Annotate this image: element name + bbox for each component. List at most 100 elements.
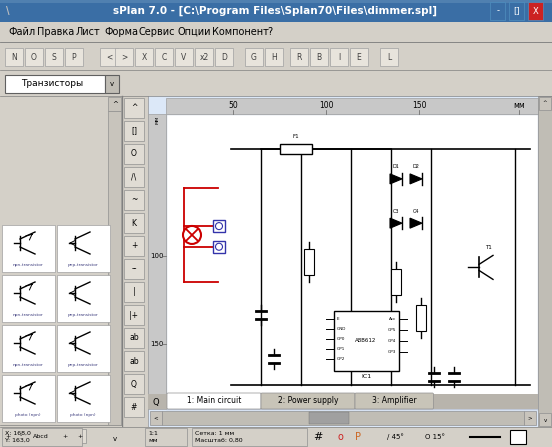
Text: Файл: Файл: [8, 27, 35, 37]
Bar: [124, 374, 144, 394]
Bar: [0, 0, 552, 3]
Bar: [124, 236, 144, 256]
Bar: [25, 48, 43, 66]
Text: 2: Power supply: 2: Power supply: [278, 396, 338, 405]
Bar: [309, 412, 349, 424]
Text: / 45°: / 45°: [386, 434, 404, 440]
Bar: [124, 167, 144, 187]
Text: v: v: [113, 436, 117, 442]
Bar: [539, 413, 551, 426]
Circle shape: [215, 243, 222, 250]
Polygon shape: [410, 218, 422, 228]
FancyBboxPatch shape: [355, 393, 433, 409]
Bar: [3, 429, 14, 443]
Bar: [0, 427, 552, 447]
Text: IC1: IC1: [361, 374, 371, 379]
Text: GP3: GP3: [388, 350, 396, 354]
Text: GP5: GP5: [388, 328, 396, 332]
Bar: [213, 241, 225, 253]
Text: E: E: [337, 316, 339, 320]
Bar: [524, 411, 536, 425]
Text: --: --: [131, 265, 137, 274]
Bar: [124, 282, 144, 302]
FancyBboxPatch shape: [261, 393, 355, 409]
Bar: [195, 48, 213, 66]
Text: pnp-transistor: pnp-transistor: [68, 363, 98, 367]
Bar: [124, 397, 144, 417]
Text: npn-transistor: npn-transistor: [13, 363, 43, 367]
Text: photo (npn): photo (npn): [70, 413, 95, 417]
Bar: [135, 48, 153, 66]
Text: Транзисторы: Транзисторы: [21, 80, 83, 89]
Circle shape: [183, 226, 201, 244]
Text: +: +: [6, 434, 10, 439]
Bar: [100, 48, 118, 66]
Text: npn-transistor: npn-transistor: [13, 263, 43, 267]
Bar: [310, 48, 328, 66]
Text: Опции: Опции: [178, 27, 211, 37]
Text: R: R: [296, 52, 302, 62]
Text: Форма: Форма: [105, 27, 139, 37]
Text: X: 168,0
Y: 163,0: X: 168,0 Y: 163,0: [5, 431, 31, 443]
Text: <: <: [106, 52, 112, 62]
Bar: [528, 2, 543, 20]
Bar: [175, 48, 193, 66]
Bar: [0, 96, 122, 447]
Bar: [105, 75, 119, 93]
Bar: [0, 70, 552, 96]
Text: P: P: [72, 52, 76, 62]
Bar: [124, 98, 144, 118]
Text: I: I: [338, 52, 340, 62]
Text: 1: Main circuit: 1: Main circuit: [187, 396, 241, 405]
Bar: [0, 22, 552, 42]
Text: 100: 100: [319, 101, 333, 110]
Bar: [280, 144, 312, 154]
Text: |+: |+: [130, 311, 139, 320]
Text: -: -: [496, 7, 500, 16]
Bar: [290, 48, 308, 66]
Text: >: >: [528, 416, 532, 421]
Bar: [162, 411, 524, 425]
Bar: [108, 432, 121, 446]
Bar: [330, 48, 348, 66]
Bar: [16, 429, 27, 443]
Text: 3: Amplifier: 3: Amplifier: [372, 396, 417, 405]
Text: E: E: [357, 52, 362, 62]
Text: GND: GND: [337, 327, 346, 331]
Bar: [265, 48, 283, 66]
Text: B: B: [316, 52, 322, 62]
Text: Лист: Лист: [76, 27, 101, 37]
Bar: [148, 394, 538, 409]
Bar: [2, 225, 55, 272]
Text: ^: ^: [131, 104, 137, 113]
Bar: [115, 48, 133, 66]
Text: мм: мм: [155, 116, 160, 124]
Text: O: O: [131, 149, 137, 159]
Bar: [124, 259, 144, 279]
Text: P: P: [355, 432, 361, 442]
Text: photo (npn): photo (npn): [15, 413, 41, 417]
Bar: [108, 97, 121, 111]
Text: #: #: [314, 432, 323, 442]
Text: \: \: [6, 6, 10, 16]
Text: 100: 100: [150, 253, 164, 259]
Text: X: X: [533, 7, 539, 16]
Polygon shape: [410, 174, 422, 184]
Bar: [124, 213, 144, 233]
Text: /\: /\: [131, 173, 137, 181]
Text: L: L: [387, 52, 391, 62]
Bar: [57, 275, 110, 322]
Bar: [490, 2, 505, 20]
Bar: [124, 305, 144, 325]
Bar: [0, 0, 552, 22]
Text: N: N: [11, 52, 17, 62]
Bar: [245, 48, 263, 66]
Text: Abcd: Abcd: [33, 434, 49, 439]
Bar: [108, 111, 121, 432]
Text: V: V: [182, 52, 187, 62]
Bar: [5, 75, 105, 93]
Bar: [215, 48, 233, 66]
Text: GP4: GP4: [388, 339, 396, 343]
Text: G: G: [251, 52, 257, 62]
Bar: [509, 2, 524, 20]
